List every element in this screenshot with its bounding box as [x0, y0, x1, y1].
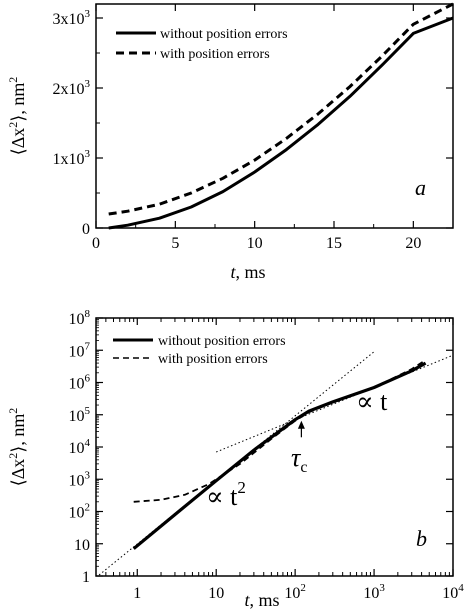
panel-b-xtick-label: 103 — [363, 582, 385, 602]
panel-a-xtick-label: 20 — [405, 235, 421, 252]
panel-a-chart: 0 5 10 15 20 0 1x103 2x103 3x103 without positio… — [6, 2, 454, 282]
panel-b-xtick-label: 102 — [284, 582, 306, 602]
panel-a-xtick-label: 10 — [247, 235, 263, 252]
panel-b-ytick-label: 104 — [69, 437, 91, 457]
panel-b-series-dashed — [133, 359, 427, 503]
panel-a-xtick-label: 15 — [326, 235, 342, 252]
legend-b-solid-label: without position errors — [158, 334, 286, 349]
panel-a-ytick-label: 3x103 — [53, 8, 91, 28]
annotation-t-linear: ∝ t — [356, 387, 388, 416]
panel-b-ticks: 1 10 102 103 104 1 10 102 103 104 105 106 107 108 — [69, 308, 465, 602]
panel-a-ticks: 0 5 10 15 20 0 1x103 2x103 3x103 — [53, 4, 453, 252]
panel-a-plot-area — [95, 3, 454, 229]
panel-b-ytick-label: 108 — [69, 308, 91, 328]
panel-b-ytick-label: 1 — [82, 569, 90, 586]
panel-b-ytick-label: 103 — [69, 469, 91, 489]
panel-a-series-dashed — [108, 2, 454, 216]
panel-b-ytick-label: 106 — [69, 373, 91, 393]
panel-a-ytick-label: 1x103 — [53, 148, 91, 168]
panel-b-xtick-label: 10 — [208, 585, 224, 602]
panel-b-xlabel: t, ms — [244, 590, 279, 610]
legend-a-solid-label: without position errors — [160, 27, 288, 42]
panel-a-xtick-label: 0 — [92, 235, 100, 252]
panel-a-ylabel: ⟨Δx2⟩, nm2 — [6, 77, 28, 156]
panel-b-xtick-label: 1 — [133, 585, 141, 602]
panel-a-xlabel: t, ms — [230, 262, 265, 282]
legend-b-dashed-label: with position errors — [158, 352, 268, 367]
panel-a-xtick-label: 5 — [171, 235, 179, 252]
tau-c-arrow-head — [297, 420, 305, 429]
panel-a-ytick-label: 2x103 — [53, 78, 91, 98]
panel-b-series — [97, 351, 453, 576]
tau-c-arrow — [297, 420, 305, 438]
panel-b-ytick-label: 10 — [74, 537, 90, 554]
panel-b-xtick-label: 104 — [442, 582, 464, 602]
panel-a-ytick-label: 0 — [82, 221, 90, 238]
panel-b-chart: 1 10 102 103 104 1 10 102 103 104 105 106 107 108 wit… — [6, 308, 464, 610]
annotation-t-squared: ∝ t2 — [206, 478, 246, 511]
panel-a-letter: a — [415, 175, 426, 200]
panel-b-ytick-label: 102 — [69, 502, 91, 522]
legend-a-dashed-label: with position errors — [160, 47, 270, 62]
panel-b-ylabel: ⟨Δx2⟩, nm2 — [6, 408, 28, 487]
panel-a-series — [108, 2, 454, 230]
annotation-tau-c: τc — [291, 443, 307, 476]
panel-b-legend: without position errors with position er… — [113, 334, 286, 367]
panel-b-ytick-label: 107 — [69, 340, 91, 360]
panel-a-series-solid — [108, 16, 454, 230]
panel-b-ytick-label: 105 — [69, 405, 91, 425]
panel-b-series-dotted — [216, 354, 453, 453]
panel-a-legend: without position errors with position er… — [116, 27, 288, 62]
panel-b-letter: b — [416, 526, 427, 551]
